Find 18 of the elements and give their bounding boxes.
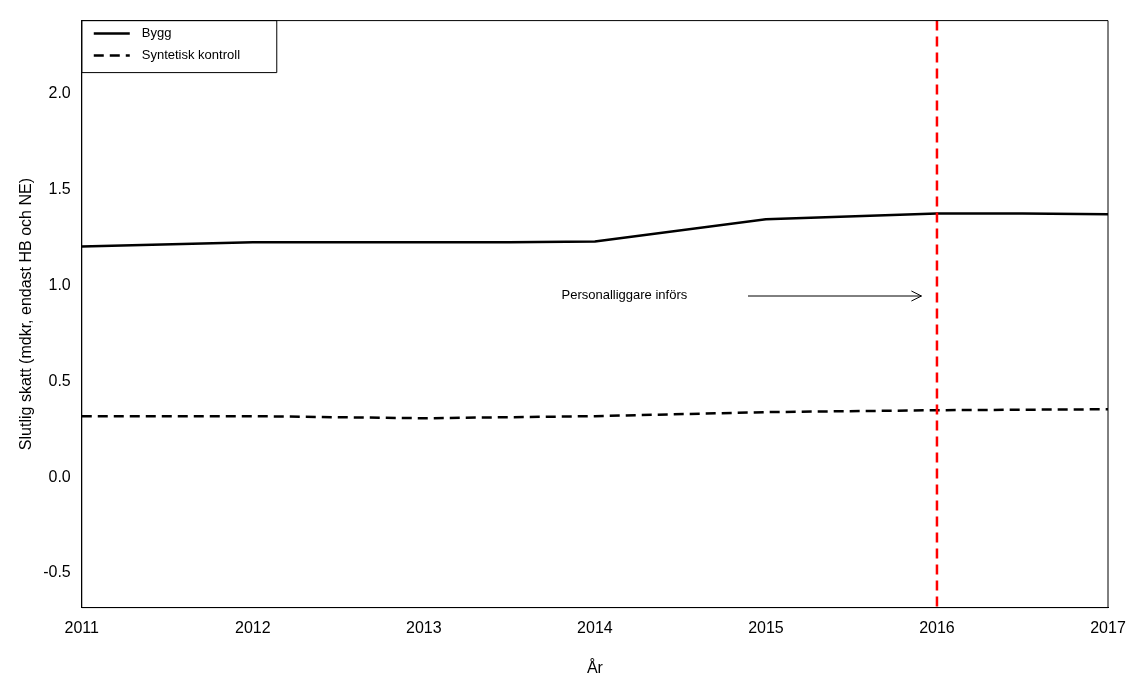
y-tick-label: 1.0 [48,275,71,293]
x-tick-label: 2011 [64,618,100,636]
legend-label: Syntetisk kontroll [141,47,241,63]
x-tick-label: 2014 [577,618,613,636]
annotation: Personalliggare införs [561,287,688,303]
x-tick-label: 2016 [919,618,955,636]
x-tick-label: 2012 [235,618,271,636]
legend-label: Bygg [141,25,172,41]
x-axis-title: År [586,657,604,676]
y-tick-label: 2.0 [48,83,71,101]
y-tick-label: -0.5 [43,563,71,581]
x-tick-label: 2013 [406,618,442,636]
y-tick-label: 0.5 [48,371,71,389]
x-tick-label: 2015 [748,618,784,636]
y-tick-label: 1.5 [48,179,71,197]
x-tick-label: 2017 [1090,618,1126,636]
y-axis-title: Slutlig skatt (mdkr, endast HB och NE) [17,178,35,451]
y-tick-label: 0.0 [48,467,71,485]
